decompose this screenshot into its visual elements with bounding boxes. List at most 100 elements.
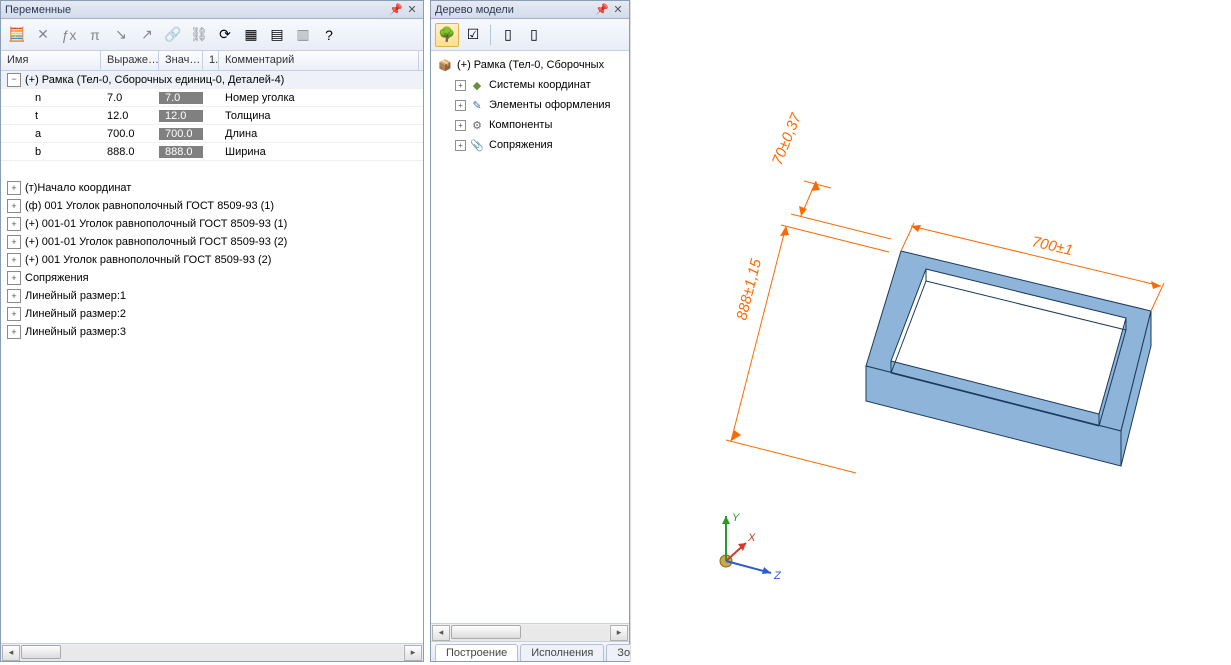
axis-y-label: Y bbox=[732, 512, 740, 524]
tree-mode-icon[interactable]: 🌳 bbox=[435, 23, 459, 47]
expand-icon[interactable]: + bbox=[455, 80, 466, 91]
tree-child[interactable]: +⚙Компоненты bbox=[433, 115, 627, 135]
expand-icon[interactable] bbox=[7, 253, 21, 267]
var-value: 12.0 bbox=[159, 110, 203, 122]
model-tree-header: Дерево модели 📌 ✕ bbox=[431, 1, 629, 19]
model-tree-body: 📦 (+) Рамка (Тел-0, Сборочных +◆Системы … bbox=[431, 51, 629, 623]
tree-child[interactable]: +📎 Сопряжения bbox=[433, 135, 627, 155]
scroll-right-icon[interactable]: ▸ bbox=[610, 625, 628, 641]
tree-item-row[interactable]: Линейный размер:2 bbox=[1, 305, 423, 323]
variable-row[interactable]: b888.0888.0Ширина bbox=[1, 143, 423, 161]
var-comment: Толщина bbox=[219, 110, 423, 122]
var-value: 700.0 bbox=[159, 128, 203, 140]
help-icon[interactable]: ? bbox=[317, 23, 341, 47]
var-value: 7.0 bbox=[159, 92, 203, 104]
tree-item-row[interactable]: (+) 001 Уголок равнополочный ГОСТ 8509-9… bbox=[1, 251, 423, 269]
node-label: Сопряжения bbox=[489, 139, 553, 151]
vars-icon[interactable]: 🧮 bbox=[5, 23, 29, 47]
node-label: Системы координат bbox=[489, 79, 591, 91]
expand-icon[interactable]: + bbox=[455, 140, 466, 151]
var-expr[interactable]: 888.0 bbox=[101, 146, 159, 158]
table1-icon[interactable]: ▦ bbox=[239, 23, 263, 47]
variables-group-row[interactable]: (+) Рамка (Тел-0, Сборочных единиц-0, Де… bbox=[1, 71, 423, 89]
variable-row[interactable]: a700.0700.0Длина bbox=[1, 125, 423, 143]
tree-item-row[interactable]: (+) 001-01 Уголок равнополочный ГОСТ 850… bbox=[1, 233, 423, 251]
var-name: b bbox=[1, 146, 101, 158]
close-icon[interactable]: ✕ bbox=[611, 3, 625, 17]
column-header[interactable]: Имя bbox=[1, 51, 101, 70]
variable-row[interactable]: t12.012.0Толщина bbox=[1, 107, 423, 125]
pin-icon[interactable]: 📌 bbox=[389, 3, 403, 17]
expand-icon[interactable] bbox=[7, 271, 21, 285]
scroll-left-icon[interactable]: ◂ bbox=[432, 625, 450, 641]
filter-icon[interactable]: ☑ bbox=[461, 23, 485, 47]
tree-item-row[interactable]: (ф) 001 Уголок равнополочный ГОСТ 8509-9… bbox=[1, 197, 423, 215]
expand-icon[interactable] bbox=[7, 199, 21, 213]
3d-viewport[interactable]: 700±1 70±0,37 888±1,15 Y bbox=[630, 0, 1231, 662]
var-name: n bbox=[1, 92, 101, 104]
node-label: Компоненты bbox=[489, 119, 552, 131]
goto-icon: ↗ bbox=[135, 23, 159, 47]
scroll-left-icon[interactable]: ◂ bbox=[2, 645, 20, 661]
expand-icon[interactable] bbox=[7, 325, 21, 339]
var-expr[interactable]: 700.0 bbox=[101, 128, 159, 140]
viewport-svg: 700±1 70±0,37 888±1,15 Y bbox=[631, 0, 1231, 662]
tab-построение[interactable]: Построение bbox=[435, 644, 518, 661]
tree-child[interactable]: +✎Элементы оформления bbox=[433, 95, 627, 115]
tree-item-row[interactable]: (т)Начало координат bbox=[1, 179, 423, 197]
pin-icon[interactable]: 📌 bbox=[595, 3, 609, 17]
refresh-icon[interactable]: ⟳ bbox=[213, 23, 237, 47]
tree-child[interactable]: +◆Системы координат bbox=[433, 75, 627, 95]
variables-header: Переменные 📌 ✕ bbox=[1, 1, 423, 19]
column-header[interactable]: Комментарий bbox=[219, 51, 419, 70]
variables-columns: ИмяВыраже…Знач…1.Комментарий bbox=[1, 51, 423, 71]
scroll-right-icon[interactable]: ▸ bbox=[404, 645, 422, 661]
model-tree-title: Дерево модели bbox=[435, 4, 593, 16]
node-icon: ✎ bbox=[469, 97, 485, 113]
var-expr[interactable]: 7.0 bbox=[101, 92, 159, 104]
item-label: Линейный размер:1 bbox=[25, 290, 423, 302]
scroll-thumb[interactable] bbox=[21, 645, 61, 659]
item-label: Сопряжения bbox=[25, 272, 423, 284]
column-header[interactable]: Выраже… bbox=[101, 51, 159, 70]
expand-icon[interactable] bbox=[7, 235, 21, 249]
expand-icon[interactable] bbox=[7, 289, 21, 303]
tree-item-row[interactable]: Линейный размер:3 bbox=[1, 323, 423, 341]
item-label: (+) 001-01 Уголок равнополочный ГОСТ 850… bbox=[25, 218, 423, 230]
var-expr[interactable]: 12.0 bbox=[101, 110, 159, 122]
model-tree-panel: Дерево модели 📌 ✕ 🌳☑ ▯▯ 📦 (+) Рамка (Тел-… bbox=[430, 0, 630, 662]
collapse-icon[interactable] bbox=[7, 73, 21, 87]
tree-item-row[interactable]: Сопряжения bbox=[1, 269, 423, 287]
panel1-icon[interactable]: ▯ bbox=[496, 23, 520, 47]
node-icon: 📎 bbox=[469, 137, 485, 153]
variables-hscroll[interactable]: ◂ ▸ bbox=[1, 643, 423, 661]
item-label: Линейный размер:3 bbox=[25, 326, 423, 338]
tree-item-row[interactable]: (+) 001-01 Уголок равнополочный ГОСТ 850… bbox=[1, 215, 423, 233]
scroll-track[interactable] bbox=[451, 625, 609, 641]
tree-item-row[interactable]: Линейный размер:1 bbox=[1, 287, 423, 305]
column-header[interactable]: Знач… bbox=[159, 51, 203, 70]
var-comment: Ширина bbox=[219, 146, 423, 158]
variables-title: Переменные bbox=[5, 4, 387, 16]
variable-row[interactable]: n7.07.0Номер уголка bbox=[1, 89, 423, 107]
expand-icon[interactable] bbox=[7, 181, 21, 195]
column-header[interactable]: 1. bbox=[203, 51, 219, 70]
tree-root[interactable]: 📦 (+) Рамка (Тел-0, Сборочных bbox=[433, 55, 627, 75]
expand-icon[interactable]: + bbox=[455, 120, 466, 131]
model-tree-hscroll[interactable]: ◂ ▸ bbox=[431, 623, 629, 641]
panel2-icon[interactable]: ▯ bbox=[522, 23, 546, 47]
scroll-track[interactable] bbox=[21, 645, 403, 661]
scroll-thumb[interactable] bbox=[451, 625, 521, 639]
expand-icon[interactable]: + bbox=[455, 100, 466, 111]
tab-исполнения[interactable]: Исполнения bbox=[520, 644, 604, 661]
model-tabs: ПостроениеИсполненияЗоны bbox=[431, 641, 629, 661]
close-icon[interactable]: ✕ bbox=[405, 3, 419, 17]
dimension-width: 888±1,15 bbox=[726, 225, 889, 473]
assembly-icon: 📦 bbox=[437, 57, 453, 73]
expand-icon[interactable] bbox=[7, 307, 21, 321]
expand-icon[interactable] bbox=[7, 217, 21, 231]
item-label: (т)Начало координат bbox=[25, 182, 423, 194]
var-value: 888.0 bbox=[159, 146, 203, 158]
table2-icon[interactable]: ▤ bbox=[265, 23, 289, 47]
pi-icon: π bbox=[83, 23, 107, 47]
